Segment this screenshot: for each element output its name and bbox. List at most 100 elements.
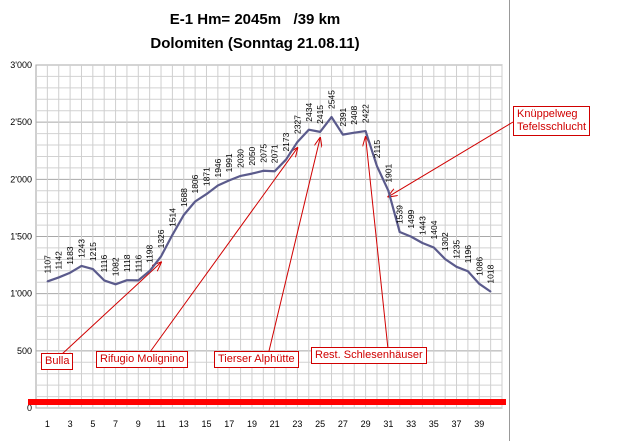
data-point <box>285 158 287 161</box>
data-point <box>319 131 321 133</box>
annotation-arrow <box>366 137 389 350</box>
data-label: 1086 <box>474 257 484 276</box>
x-tick-label: 21 <box>270 419 280 429</box>
data-point <box>467 270 469 273</box>
annotation-arrow <box>60 262 161 356</box>
y-tick-label: 1'000 <box>10 289 32 299</box>
x-tick-label: 3 <box>68 419 73 429</box>
y-tick-label: 3'000 <box>10 60 32 70</box>
x-tick-label: 19 <box>247 419 257 429</box>
x-tick-label: 11 <box>156 419 165 429</box>
data-label: 1688 <box>179 188 189 207</box>
annotation-bulla: Bulla <box>41 353 74 370</box>
data-point <box>171 234 174 236</box>
y-tick-label: 0 <box>27 403 32 413</box>
data-label: 1107 <box>42 255 52 274</box>
data-label: 2391 <box>338 107 348 126</box>
data-label: 1018 <box>486 264 496 283</box>
elevation-series-line <box>47 115 492 293</box>
x-tick-label: 9 <box>136 419 141 429</box>
x-tick-label: 37 <box>452 419 462 429</box>
data-label: 1302 <box>440 232 450 251</box>
y-tick-label: 500 <box>17 346 32 356</box>
data-label: 2071 <box>270 144 280 163</box>
data-point <box>455 265 458 268</box>
data-label: 1946 <box>213 158 223 177</box>
annotation-tierser-alphuette: Tierser Alphütte <box>214 351 299 368</box>
data-label: 1871 <box>201 167 211 186</box>
annotation-arrow <box>149 148 297 353</box>
x-tick-label: 23 <box>292 419 302 429</box>
data-label: 1404 <box>429 220 439 239</box>
chart-title: E-1 Hm= 2045m /39 km <box>169 11 341 28</box>
data-point <box>46 280 49 283</box>
data-label: 1116 <box>133 254 143 272</box>
chart-subtitle: Dolomiten (Sonntag 21.08.11) <box>150 35 360 52</box>
x-tick-label: 1 <box>45 419 50 429</box>
data-label: 1443 <box>417 216 427 235</box>
data-point <box>330 116 333 118</box>
x-tick-label: 25 <box>315 419 325 429</box>
data-point <box>239 175 242 177</box>
data-label: 1235 <box>452 240 462 259</box>
y-tick-label: 1'500 <box>10 232 32 242</box>
data-point <box>433 246 435 249</box>
x-tick-label: 15 <box>201 419 211 429</box>
data-point <box>148 270 151 272</box>
annotation-knueppelweg-tefelsschlucht: Knüppelweg Tefelsschlucht <box>513 106 591 136</box>
data-point <box>307 128 310 131</box>
baseline-bar <box>28 399 506 405</box>
x-tick-label: 35 <box>429 419 439 429</box>
data-label: 1118 <box>122 254 132 272</box>
data-label: 2075 <box>258 144 268 163</box>
data-point <box>194 200 196 203</box>
data-point <box>353 131 356 134</box>
y-tick-label: 2'000 <box>10 174 32 184</box>
data-point <box>137 279 140 282</box>
x-tick-label: 17 <box>224 419 234 429</box>
data-label: 1196 <box>463 245 473 264</box>
data-label: 2408 <box>349 106 359 125</box>
data-point <box>398 231 401 233</box>
data-label: 1116 <box>99 254 109 272</box>
data-point <box>182 214 185 216</box>
x-tick-label: 13 <box>179 419 189 429</box>
data-label: 2173 <box>281 132 291 151</box>
data-point <box>478 283 481 285</box>
data-label: 1183 <box>65 246 75 265</box>
annotation-rest-schlesenhaeuser: Rest. Schlesenhäuser <box>311 347 427 364</box>
data-label: 2422 <box>361 104 371 123</box>
data-label: 1539 <box>395 205 405 224</box>
annotation-rifugio-molignino: Rifugio Molignino <box>96 351 189 368</box>
annotation-arrow <box>268 138 320 352</box>
x-tick-label: 31 <box>383 419 393 429</box>
data-label: 1514 <box>167 208 177 227</box>
data-point <box>57 276 60 279</box>
data-point <box>114 283 117 286</box>
x-tick-label: 33 <box>406 419 416 429</box>
page-right-border <box>509 0 510 441</box>
data-point <box>273 170 276 173</box>
data-label: 1499 <box>406 209 416 228</box>
x-tick-label: 29 <box>361 419 371 429</box>
data-label: 2327 <box>292 115 302 134</box>
data-label: 2050 <box>247 146 257 165</box>
data-label: 1198 <box>145 244 155 263</box>
data-point <box>217 184 219 187</box>
data-point <box>489 290 492 293</box>
data-point <box>262 169 265 172</box>
data-point <box>205 193 208 195</box>
data-point <box>92 268 94 270</box>
data-point <box>126 279 128 281</box>
data-point <box>228 179 231 182</box>
data-label: 1901 <box>383 163 393 182</box>
data-point <box>160 255 162 258</box>
data-point <box>251 172 253 175</box>
data-point <box>296 141 299 143</box>
x-tick-label: 7 <box>113 419 118 429</box>
data-label: 1215 <box>88 242 98 261</box>
x-tick-label: 27 <box>338 419 348 429</box>
data-label: 1991 <box>224 153 234 172</box>
data-label: 1243 <box>76 239 86 258</box>
